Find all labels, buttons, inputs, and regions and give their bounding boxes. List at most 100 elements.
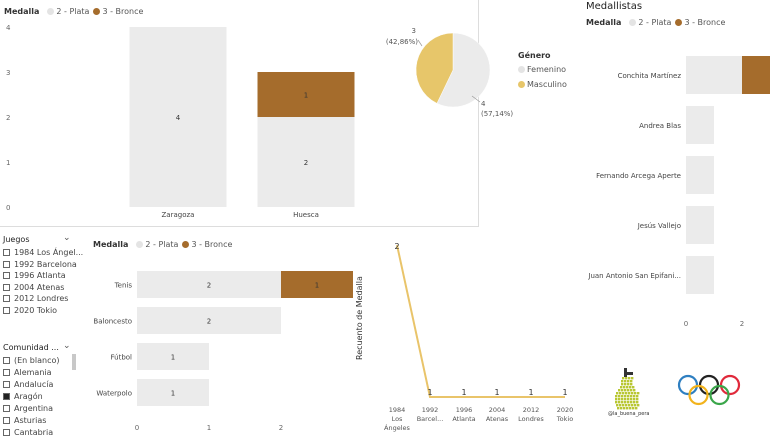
checkbox[interactable]: [3, 417, 10, 424]
juegos-slicer-item-label: 1992 Barcelona: [14, 259, 77, 269]
y-tick-label: 0: [6, 204, 10, 212]
legend-bronce-label[interactable]: 3 - Bronce: [684, 18, 726, 27]
checkbox[interactable]: [3, 405, 10, 412]
pie-label-femenino-pct: (57,14%): [481, 110, 513, 118]
bar-data-label: 1: [171, 390, 175, 398]
medallistas-title: Medallistas: [586, 1, 643, 12]
pear-pixel: [619, 392, 622, 395]
legend-plata-dot: [47, 8, 55, 15]
legend-plata-dot: [136, 241, 144, 248]
pear-pixel: [618, 398, 621, 401]
x-tick-label: 2: [279, 424, 283, 432]
pear-pixel: [626, 407, 629, 410]
comunidad-slicer-scrollbar[interactable]: [72, 354, 76, 370]
pear-pixel: [630, 389, 633, 392]
juegos-slicer-item[interactable]: 1996 Atlanta: [3, 271, 66, 280]
legend-bronce-label[interactable]: 3 - Bronce: [102, 7, 144, 16]
checkbox[interactable]: [3, 381, 10, 388]
checkbox[interactable]: [3, 249, 10, 256]
juegos-slicer-item-label: 2004 Atenas: [14, 282, 65, 292]
pear-pixel: [621, 395, 624, 398]
juegos-slicer-chevron-icon[interactable]: ⌄: [63, 233, 71, 243]
pear-pixel: [632, 386, 635, 389]
pear-logo: [615, 368, 640, 410]
bar-plata: [686, 206, 714, 244]
pear-pixel: [625, 404, 628, 407]
comunidad-slicer-item-label: Asturias: [14, 416, 47, 425]
masculino-label: Masculino: [527, 80, 567, 89]
pie-slice-masculino: [415, 32, 454, 104]
pear-pixel: [629, 386, 632, 389]
checkbox[interactable]: [3, 272, 10, 280]
pear-pixel: [630, 398, 633, 401]
legend-bronce-dot: [93, 8, 101, 15]
medallista-label: Andrea Blas: [639, 122, 681, 130]
juegos-slicer-item[interactable]: 1992 Barcelona: [3, 260, 77, 269]
line-data-label: 1: [427, 388, 432, 397]
juegos-slicer-item[interactable]: 1984 Los Ángel...: [3, 248, 83, 257]
checkbox[interactable]: [3, 357, 10, 364]
comunidad-slicer-item[interactable]: Alemania: [3, 368, 52, 377]
line-data-label: 1: [562, 388, 567, 397]
legend-plata-label[interactable]: 2 - Plata: [145, 240, 179, 249]
juegos-slicer-item[interactable]: 2012 Londres: [3, 294, 68, 303]
pear-pixel: [636, 395, 639, 398]
comunidad-slicer-chevron-icon[interactable]: ⌄: [63, 341, 71, 351]
pear-pixel: [620, 386, 623, 389]
pear-pixel: [624, 395, 627, 398]
juegos-slicer-item-label: 1984 Los Ángel...: [14, 248, 84, 257]
pear-pixel: [615, 398, 618, 401]
bar-plata: [686, 156, 714, 194]
x-category-label: Zaragoza: [162, 211, 195, 219]
checkbox[interactable]: [3, 260, 10, 268]
y-tick-label: 3: [6, 69, 10, 77]
pear-pixel: [620, 407, 623, 410]
top-chart-panel: [0, 0, 479, 227]
pear-pixel: [634, 404, 637, 407]
pear-pixel: [621, 383, 624, 386]
checkbox[interactable]: [3, 429, 10, 436]
pear-pixel: [618, 395, 621, 398]
pear-pixel: [616, 392, 619, 395]
comunidad-slicer-item[interactable]: Aragón: [3, 392, 43, 401]
bar-data-label: 1: [171, 354, 175, 362]
legend-title: Medalla: [586, 18, 622, 27]
legend-plata-label[interactable]: 2 - Plata: [56, 7, 90, 16]
juegos-slicer-item[interactable]: 2004 Atenas: [3, 283, 64, 292]
checkbox[interactable]: [3, 369, 10, 376]
pear-pixel: [623, 386, 626, 389]
pear-pixel: [630, 401, 633, 404]
juegos-slicer-item[interactable]: 2020 Tokio: [3, 306, 57, 315]
sport-bar-chart: Tenis 2 1 Baloncesto 2 Fútbol 1 Waterpolo 1 0 1 2: [93, 271, 353, 432]
comunidad-slicer-item[interactable]: Asturias: [3, 416, 46, 425]
x-category-label: Tokio: [556, 415, 573, 423]
checkbox[interactable]: [3, 393, 10, 400]
x-category-label: Los: [392, 415, 403, 423]
checkbox[interactable]: [3, 283, 10, 291]
pear-pixel: [628, 404, 631, 407]
comunidad-slicer-item[interactable]: (En blanco): [3, 356, 59, 365]
x-category-label: Londres: [518, 415, 544, 423]
comunidad-slicer-item[interactable]: Argentina: [3, 404, 53, 413]
bar-plata: [137, 271, 281, 298]
line-data-label: 1: [461, 388, 466, 397]
sport-label: Waterpolo: [96, 390, 132, 398]
legend-bronce-dot: [182, 241, 190, 248]
pie-legend-masculino[interactable]: Masculino: [518, 80, 567, 89]
pear-pixel: [628, 377, 631, 380]
comunidad-slicer-item[interactable]: Andalucía: [3, 380, 53, 389]
legend-bronce-label[interactable]: 3 - Bronce: [191, 240, 233, 249]
legend-plata-label[interactable]: 2 - Plata: [638, 18, 672, 27]
sport-label: Tenis: [114, 282, 133, 290]
checkbox[interactable]: [3, 307, 10, 314]
bar-data-label: 4: [176, 114, 181, 122]
comunidad-slicer-item-label: Aragón: [14, 392, 43, 401]
comunidad-slicer-item[interactable]: Cantabria: [3, 428, 53, 437]
legend-bronce-dot: [675, 19, 683, 26]
checkbox[interactable]: [3, 295, 10, 303]
x-tick-label: 2: [740, 320, 744, 328]
pear-pixel: [622, 377, 625, 380]
pear-pixel: [616, 404, 619, 407]
pie-legend: Género Femenino Masculino: [518, 51, 567, 89]
pie-legend-femenino[interactable]: Femenino: [518, 65, 567, 74]
